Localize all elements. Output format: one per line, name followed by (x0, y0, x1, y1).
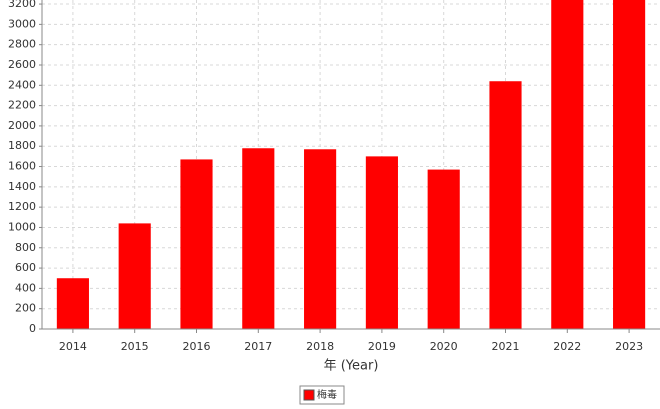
bar (489, 81, 522, 330)
x-tick-label: 2016 (183, 340, 211, 353)
y-tick-label: 2400 (8, 78, 36, 91)
bar (118, 223, 151, 329)
legend-label: 梅毒 (317, 388, 337, 401)
x-tick-label: 2018 (306, 340, 334, 353)
x-tick-label: 2017 (244, 340, 272, 353)
y-tick-label: 2600 (8, 58, 36, 71)
x-tick-label: 2019 (368, 340, 396, 353)
x-tick-label: 2023 (615, 340, 643, 353)
y-tick-label: 1600 (8, 160, 36, 173)
x-tick-label: 2014 (59, 340, 87, 353)
y-tick-label: 400 (15, 281, 36, 294)
y-tick-label: 1800 (8, 139, 36, 152)
y-tick-label: 1000 (8, 220, 36, 233)
y-tick-label: 1200 (8, 200, 36, 213)
bar (242, 148, 275, 329)
y-tick-label: 1400 (8, 180, 36, 193)
x-tick-label: 2021 (492, 340, 520, 353)
x-tick-label: 2020 (430, 340, 458, 353)
bar (304, 149, 337, 329)
bar (427, 169, 460, 329)
bar (365, 156, 398, 329)
y-tick-label: 0 (29, 322, 36, 335)
x-axis-label: 年 (Year) (324, 359, 379, 374)
y-tick-label: 2800 (8, 38, 36, 51)
y-tick-label: 3000 (8, 17, 36, 30)
bar (56, 278, 89, 329)
bar (551, 0, 584, 329)
y-tick-label: 200 (15, 302, 36, 315)
bar (613, 0, 646, 329)
bar (180, 159, 213, 329)
legend-swatch (303, 389, 315, 401)
x-tick-label: 2015 (121, 340, 149, 353)
y-tick-label: 3200 (8, 0, 36, 10)
y-tick-label: 600 (15, 261, 36, 274)
x-tick-label: 2022 (553, 340, 581, 353)
y-tick-label: 800 (15, 241, 36, 254)
y-tick-label: 2200 (8, 99, 36, 112)
y-tick-label: 2000 (8, 119, 36, 132)
